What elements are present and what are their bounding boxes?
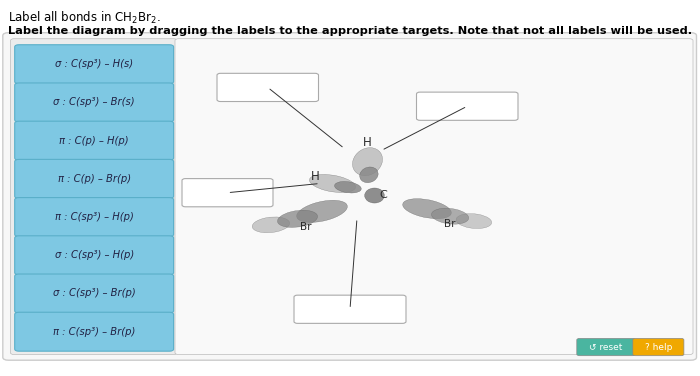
- Text: H: H: [311, 170, 319, 183]
- Text: Label the diagram by dragging the labels to the appropriate targets. Note that n: Label the diagram by dragging the labels…: [8, 26, 692, 36]
- Ellipse shape: [353, 148, 382, 176]
- FancyBboxPatch shape: [15, 159, 174, 199]
- FancyBboxPatch shape: [175, 39, 693, 355]
- FancyBboxPatch shape: [15, 121, 174, 160]
- FancyBboxPatch shape: [577, 338, 635, 356]
- FancyBboxPatch shape: [15, 236, 174, 275]
- Text: Br: Br: [444, 219, 456, 229]
- FancyBboxPatch shape: [633, 338, 684, 356]
- Text: H: H: [363, 136, 372, 149]
- Text: ↺ reset: ↺ reset: [589, 343, 622, 352]
- Ellipse shape: [335, 182, 361, 193]
- FancyBboxPatch shape: [416, 92, 518, 120]
- FancyBboxPatch shape: [15, 312, 174, 351]
- Ellipse shape: [365, 188, 384, 203]
- Text: Br: Br: [300, 222, 312, 232]
- Ellipse shape: [252, 217, 290, 233]
- Ellipse shape: [309, 174, 356, 193]
- Ellipse shape: [456, 214, 491, 229]
- Text: Label all bonds in $\mathrm{CH_2Br_2}$.: Label all bonds in $\mathrm{CH_2Br_2}$.: [8, 9, 161, 26]
- Ellipse shape: [297, 200, 347, 222]
- Text: π : C(sp³) – Br(p): π : C(sp³) – Br(p): [53, 327, 135, 337]
- FancyBboxPatch shape: [217, 73, 318, 102]
- Text: σ : C(sp³) – Br(s): σ : C(sp³) – Br(s): [53, 97, 135, 108]
- Ellipse shape: [360, 167, 378, 183]
- FancyBboxPatch shape: [294, 295, 406, 323]
- FancyBboxPatch shape: [182, 179, 273, 207]
- Text: π : C(p) – Br(p): π : C(p) – Br(p): [57, 174, 131, 184]
- Ellipse shape: [402, 199, 452, 219]
- Text: π : C(p) – H(p): π : C(p) – H(p): [60, 136, 129, 146]
- FancyBboxPatch shape: [15, 83, 174, 122]
- FancyBboxPatch shape: [10, 39, 177, 355]
- Text: ? help: ? help: [645, 343, 672, 352]
- Text: σ : C(sp³) – Br(p): σ : C(sp³) – Br(p): [52, 288, 136, 299]
- FancyBboxPatch shape: [15, 198, 174, 237]
- FancyBboxPatch shape: [15, 274, 174, 313]
- FancyBboxPatch shape: [15, 45, 174, 84]
- Text: π : C(sp³) – H(p): π : C(sp³) – H(p): [55, 212, 134, 222]
- Text: C: C: [379, 190, 387, 200]
- FancyBboxPatch shape: [3, 33, 696, 360]
- Text: σ : C(sp³) – H(s): σ : C(sp³) – H(s): [55, 59, 133, 69]
- Ellipse shape: [277, 210, 318, 227]
- Ellipse shape: [431, 208, 469, 224]
- Text: σ : C(sp³) – H(p): σ : C(sp³) – H(p): [55, 250, 134, 260]
